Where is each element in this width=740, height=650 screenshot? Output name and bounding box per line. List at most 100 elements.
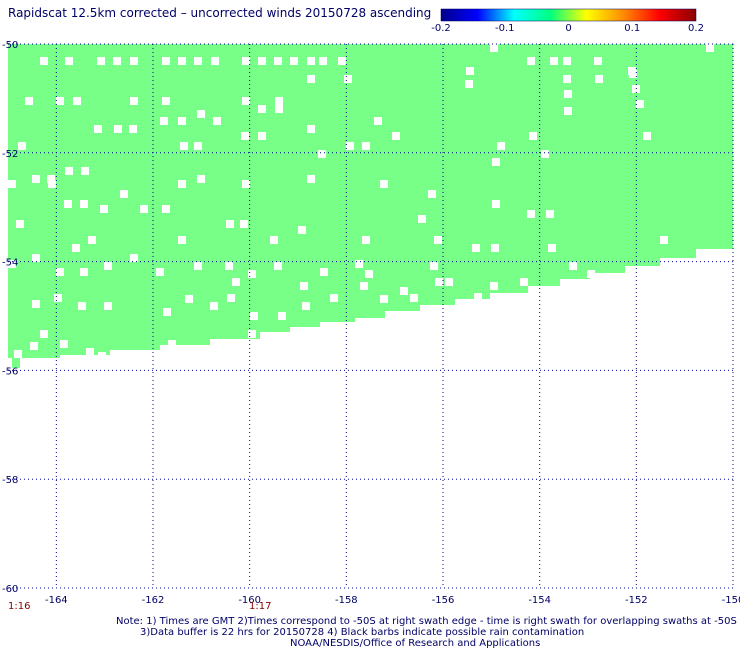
no-data-cell (275, 105, 283, 113)
no-data-cell (435, 278, 443, 286)
no-data-cell (270, 236, 278, 244)
no-data-cell (30, 342, 38, 350)
no-data-cell (178, 117, 186, 125)
no-data-cell (80, 200, 88, 208)
axis-labels: -50 -52 -54 -56 -58 -60 -164 -162 -160 -158 -156 -1… (2, 40, 740, 612)
no-data-cell (16, 220, 24, 228)
no-data-cell (168, 340, 176, 348)
no-data-cell (242, 57, 250, 65)
no-data-cell (546, 210, 554, 218)
no-data-cell (365, 270, 373, 278)
no-data-cell (445, 278, 453, 286)
no-data-cell (380, 295, 388, 303)
no-data-cell (100, 205, 108, 213)
no-data-cell (32, 254, 40, 262)
no-data-cell (465, 80, 473, 88)
no-data-cell (258, 57, 266, 65)
no-data-cell (302, 302, 310, 310)
no-data-cell (162, 57, 170, 65)
no-data-cell (660, 236, 668, 244)
colorbar-tick-label: 0.2 (688, 23, 704, 34)
no-data-cell (250, 312, 258, 320)
no-data-cell (185, 295, 193, 303)
no-data-cell (18, 142, 26, 150)
lat-lon-grid (8, 43, 734, 589)
no-data-cell (8, 180, 16, 188)
no-data-cell (227, 294, 235, 302)
no-data-cell (307, 175, 315, 183)
no-data-cell (178, 180, 186, 188)
no-data-cell (472, 244, 480, 252)
no-data-cell (162, 97, 170, 105)
no-data-cell (242, 97, 250, 105)
no-data-cell (362, 142, 370, 150)
no-data-cell (318, 150, 326, 158)
no-data-cell (80, 268, 88, 276)
no-data-cell (595, 75, 603, 83)
no-data-cell (541, 150, 549, 158)
lon-tick-label: -164 (45, 595, 68, 606)
no-data-cell (78, 302, 86, 310)
no-data-cell (178, 57, 186, 65)
no-data-cell (258, 105, 266, 113)
no-data-cell (129, 125, 137, 133)
no-data-cell (529, 132, 537, 140)
no-data-cell (180, 142, 188, 150)
no-data-cell (72, 244, 80, 252)
colorbar-tick-label: 0 (565, 23, 571, 34)
no-data-cell (428, 190, 436, 198)
no-data-cell (178, 236, 186, 244)
no-data-cell (156, 268, 164, 276)
no-data-cell (374, 117, 382, 125)
no-data-cell (492, 158, 500, 166)
colorbar-tick-label: -0.1 (495, 23, 515, 34)
lat-tick-label: -56 (2, 366, 18, 377)
no-data-cell (97, 57, 105, 65)
no-data-cell (290, 57, 298, 65)
swath-coverage (8, 44, 733, 368)
no-data-cell (278, 312, 286, 320)
lon-tick-label: -150 (722, 595, 740, 606)
no-data-cell (32, 300, 40, 308)
no-data-cell (194, 142, 202, 150)
no-data-cell (706, 44, 714, 52)
no-data-cell (319, 57, 327, 65)
no-data-cell (307, 57, 315, 65)
no-data-cell (160, 117, 168, 125)
lon-tick-label: -160 (238, 595, 261, 606)
no-data-cell (248, 270, 256, 278)
colorbar-gradient (440, 8, 697, 22)
chart-title: Rapidscat 12.5km corrected – uncorrected… (8, 6, 432, 20)
no-data-cell (88, 236, 96, 244)
no-data-cell (355, 260, 363, 268)
no-data-cell (94, 125, 102, 133)
no-data-cell (520, 278, 528, 286)
no-data-cell (636, 100, 644, 108)
no-data-cell (226, 220, 234, 228)
no-data-cell (241, 132, 249, 140)
no-data-cell (210, 302, 218, 310)
no-data-cell (564, 90, 572, 98)
swath-fill (8, 44, 733, 368)
no-data-cell (380, 180, 388, 188)
no-data-cell (81, 167, 89, 175)
lon-tick-label: -154 (528, 595, 551, 606)
note-line-1: Note: 1) Times are GMT 2)Times correspon… (116, 616, 737, 627)
no-data-cell (587, 270, 595, 278)
no-data-cell (466, 67, 474, 75)
no-data-cell (47, 175, 55, 183)
no-data-cell (211, 57, 219, 65)
no-data-cell (40, 57, 48, 65)
no-data-cell (104, 302, 112, 310)
no-data-cell (274, 57, 282, 65)
no-data-cell (392, 132, 400, 140)
no-data-cell (346, 142, 354, 150)
colorbar-tick-label: 0.1 (624, 23, 640, 34)
no-data-cell (492, 200, 500, 208)
no-data-cell (104, 262, 112, 270)
no-data-cell (8, 260, 16, 268)
no-data-cell (40, 330, 48, 338)
no-data-cell (490, 44, 498, 52)
no-data-cell (418, 215, 426, 223)
